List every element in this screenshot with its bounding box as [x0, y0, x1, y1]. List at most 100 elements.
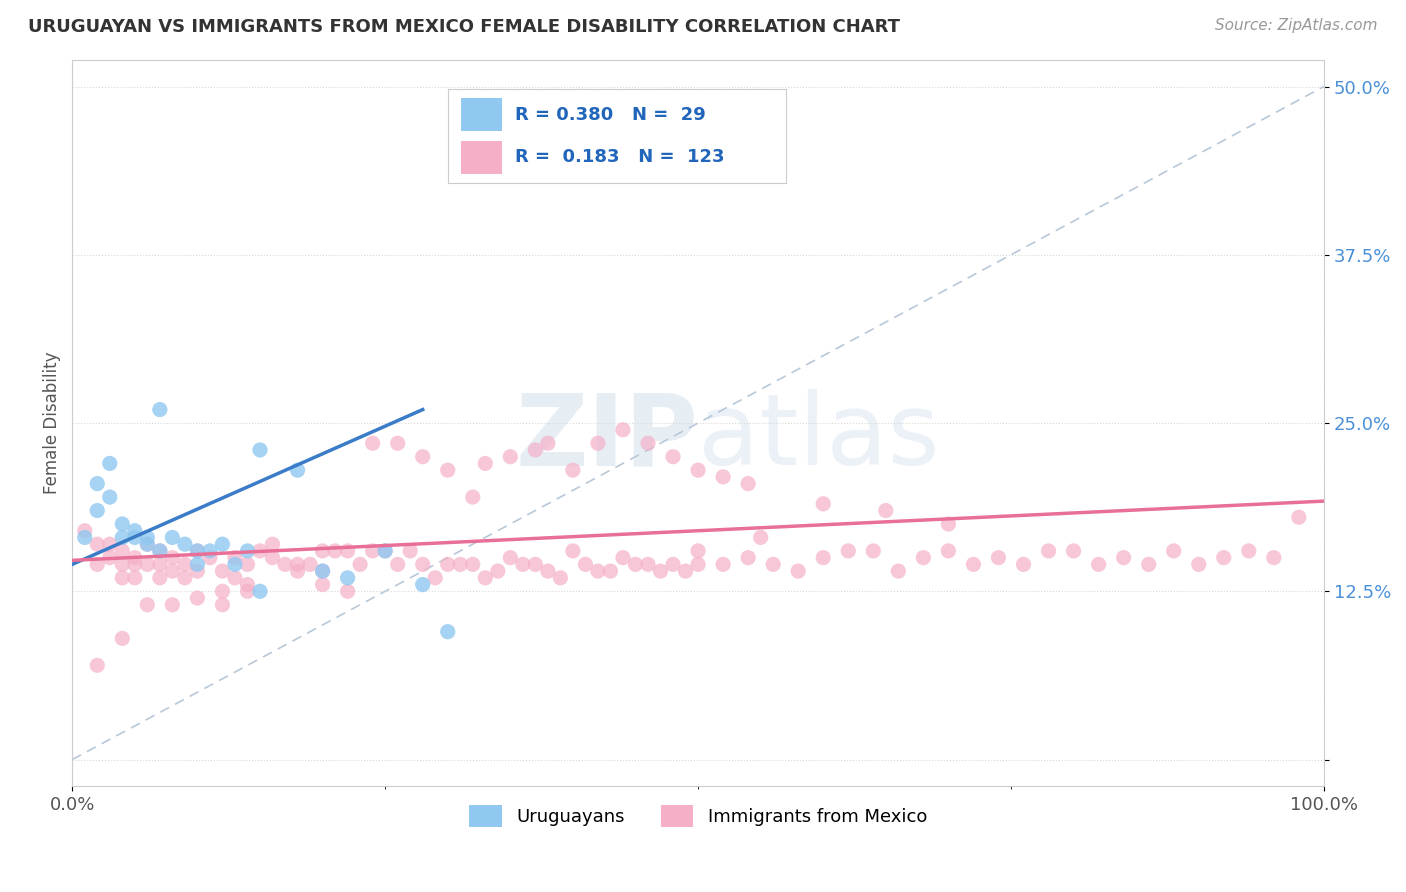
Point: [537, 564, 560, 578]
Point: [586, 436, 609, 450]
Point: [98, 550, 121, 565]
Point: [224, 558, 246, 572]
Point: [1163, 544, 1185, 558]
Point: [374, 544, 396, 558]
Point: [762, 558, 785, 572]
Point: [1087, 558, 1109, 572]
Point: [287, 564, 309, 578]
Point: [875, 503, 897, 517]
Point: [111, 531, 134, 545]
Point: [274, 558, 297, 572]
Point: [474, 571, 496, 585]
Point: [686, 463, 709, 477]
Point: [136, 598, 159, 612]
Point: [162, 550, 184, 565]
Point: [73, 531, 96, 545]
Point: [236, 558, 259, 572]
Point: [561, 463, 583, 477]
Point: [412, 558, 434, 572]
Point: [224, 571, 246, 585]
Point: [1188, 558, 1211, 572]
Text: URUGUAYAN VS IMMIGRANTS FROM MEXICO FEMALE DISABILITY CORRELATION CHART: URUGUAYAN VS IMMIGRANTS FROM MEXICO FEMA…: [28, 18, 900, 36]
Point: [912, 550, 935, 565]
Point: [211, 598, 233, 612]
Point: [311, 564, 333, 578]
Point: [574, 558, 596, 572]
Point: [249, 584, 271, 599]
Point: [737, 476, 759, 491]
Point: [211, 584, 233, 599]
Point: [499, 450, 522, 464]
Point: [336, 544, 359, 558]
Point: [311, 544, 333, 558]
Point: [111, 558, 134, 572]
Point: [186, 544, 208, 558]
Point: [612, 423, 634, 437]
Point: [149, 402, 172, 417]
Point: [73, 524, 96, 538]
Point: [349, 558, 371, 572]
Point: [361, 436, 384, 450]
Point: [862, 544, 884, 558]
Point: [449, 558, 471, 572]
Point: [262, 550, 284, 565]
Point: [1038, 544, 1060, 558]
Point: [299, 558, 322, 572]
Point: [637, 436, 659, 450]
Point: [124, 531, 146, 545]
Point: [650, 564, 672, 578]
Point: [287, 558, 309, 572]
Point: [474, 457, 496, 471]
Point: [198, 544, 221, 558]
Point: [211, 564, 233, 578]
Point: [162, 598, 184, 612]
Point: [887, 564, 910, 578]
Y-axis label: Female Disability: Female Disability: [44, 351, 60, 494]
Point: [711, 470, 734, 484]
Point: [98, 457, 121, 471]
Point: [149, 558, 172, 572]
Point: [287, 463, 309, 477]
Point: [711, 558, 734, 572]
Point: [111, 571, 134, 585]
Point: [86, 537, 108, 551]
Point: [436, 463, 458, 477]
Point: [425, 571, 447, 585]
Point: [236, 584, 259, 599]
Point: [136, 558, 159, 572]
Point: [86, 503, 108, 517]
Point: [124, 571, 146, 585]
Text: atlas: atlas: [697, 389, 939, 486]
Point: [524, 442, 547, 457]
Point: [1288, 510, 1310, 524]
Point: [111, 516, 134, 531]
Point: [1137, 558, 1160, 572]
Point: [198, 550, 221, 565]
Point: [662, 450, 685, 464]
Point: [962, 558, 984, 572]
Point: [124, 558, 146, 572]
Point: [749, 531, 772, 545]
Point: [486, 564, 509, 578]
Point: [612, 550, 634, 565]
Point: [461, 490, 484, 504]
Point: [686, 558, 709, 572]
Point: [737, 550, 759, 565]
Legend: Uruguayans, Immigrants from Mexico: Uruguayans, Immigrants from Mexico: [460, 796, 936, 836]
Point: [461, 558, 484, 572]
Point: [412, 577, 434, 591]
Point: [311, 564, 333, 578]
Point: [224, 550, 246, 565]
Point: [637, 558, 659, 572]
Point: [374, 544, 396, 558]
Text: Source: ZipAtlas.com: Source: ZipAtlas.com: [1215, 18, 1378, 33]
Point: [211, 537, 233, 551]
Point: [186, 558, 208, 572]
Point: [586, 564, 609, 578]
Point: [124, 524, 146, 538]
Point: [98, 490, 121, 504]
Point: [86, 558, 108, 572]
Point: [173, 558, 195, 572]
Point: [249, 544, 271, 558]
Point: [111, 632, 134, 646]
